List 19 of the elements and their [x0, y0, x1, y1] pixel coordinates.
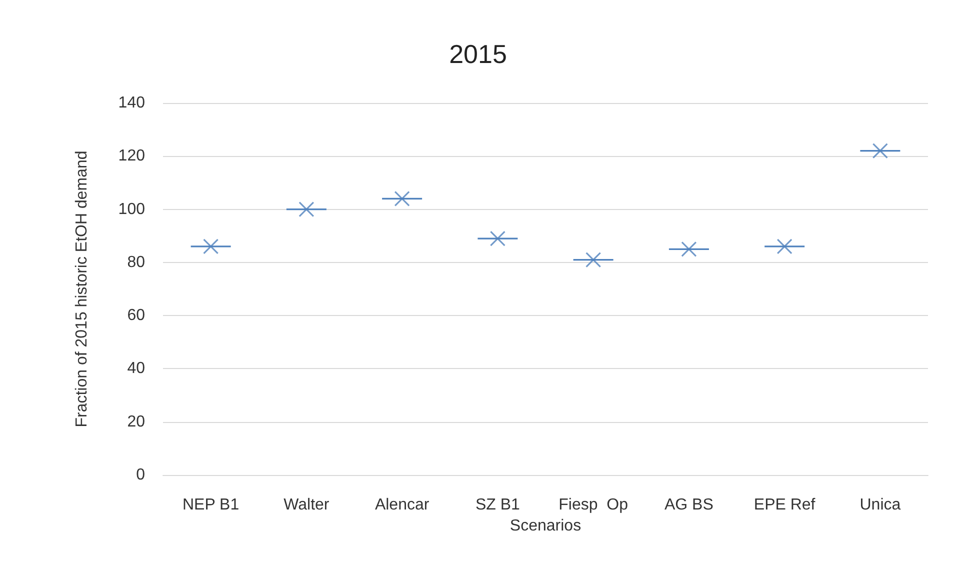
y-tick-label: 140 — [118, 94, 146, 112]
x-tick-label: SZ B1 — [475, 496, 520, 514]
y-tick-label: 40 — [127, 360, 146, 378]
x-tick-label: NEP B1 — [182, 496, 240, 514]
chart-title: 2015 — [449, 39, 507, 69]
y-axis-title: Fraction of 2015 historic EtOH demand — [74, 150, 90, 428]
x-tick-label: Unica — [860, 496, 901, 514]
y-tick-label: 120 — [118, 148, 146, 165]
y-tick-label: 60 — [127, 307, 146, 324]
x-tick-label: AG BS — [664, 496, 714, 514]
y-tick-label: 20 — [127, 413, 146, 430]
x-tick-label: Walter — [284, 496, 330, 514]
y-tick-label: 100 — [118, 200, 146, 218]
x-tick-label: Fiesp Op — [558, 496, 628, 514]
y-tick-label: 80 — [127, 254, 146, 271]
x-tick-label: EPE Ref — [754, 496, 816, 514]
x-tick-label: Alencar — [374, 496, 430, 514]
y-tick-label: 0 — [136, 466, 146, 484]
x-axis-title: Scenarios — [510, 517, 582, 534]
